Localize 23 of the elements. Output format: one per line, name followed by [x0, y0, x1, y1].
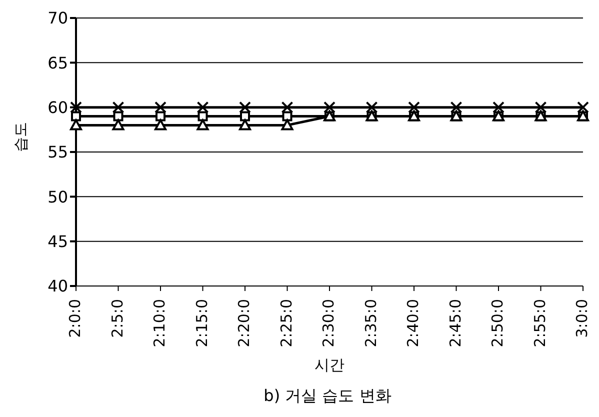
- x-tick-label: 2:50:0: [488, 299, 507, 348]
- x-tick-label: 2:40:0: [404, 299, 422, 348]
- y-tick-label: 70: [48, 8, 68, 28]
- x-tick-label: 2:30:0: [320, 299, 338, 348]
- y-tick-label: 50: [48, 187, 68, 206]
- x-tick-label: 2:5:0: [108, 299, 126, 338]
- x-tick-label: 2:55:0: [530, 299, 549, 348]
- y-tick-label: 45: [48, 232, 68, 252]
- y-tick-label: 65: [48, 53, 68, 72]
- x-tick-label: 2:20:0: [235, 299, 254, 348]
- x-tick-label: 2:15:0: [192, 299, 211, 348]
- x-tick-label: 2:25:0: [277, 299, 296, 348]
- y-tick-label: 40: [48, 276, 68, 296]
- x-tick-label: 2:45:0: [446, 299, 464, 348]
- x-tick-label: 3:0:0: [573, 299, 592, 338]
- x-axis-title: 시간: [314, 356, 344, 374]
- y-tick-label: 60: [48, 98, 68, 118]
- text: b) 거실 습도 변화: [262, 386, 392, 407]
- y-axis-title: 습도: [11, 122, 30, 152]
- y-tick-label: 55: [48, 142, 68, 162]
- x-tick-label: 2:0:0: [66, 299, 84, 338]
- x-tick-label: 2:10:0: [150, 299, 169, 348]
- x-tick-label: 2:35:0: [362, 299, 380, 348]
